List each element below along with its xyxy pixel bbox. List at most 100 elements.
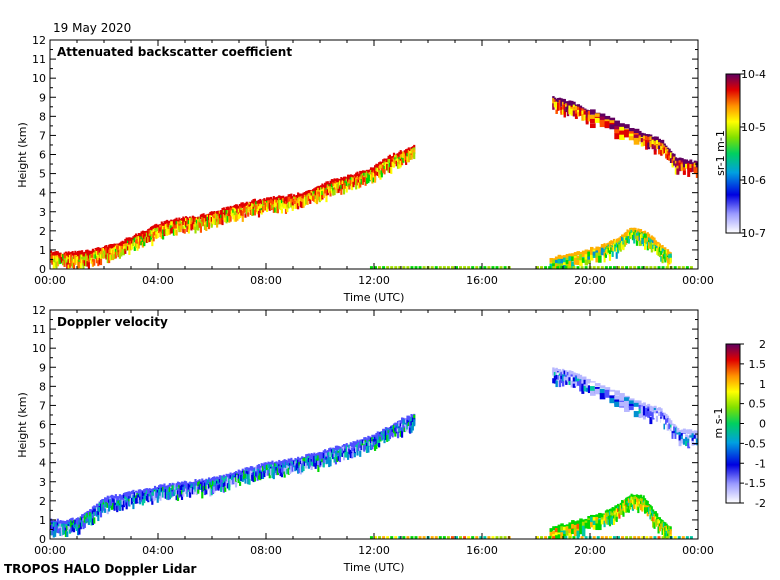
doppler-surface-cell	[503, 536, 507, 539]
backscatter-cell	[174, 225, 177, 230]
doppler-cell	[171, 491, 174, 497]
backscatter-cell	[329, 180, 332, 188]
doppler-cell	[587, 378, 591, 386]
backscatter-y-tick-label: 8	[39, 110, 46, 123]
backscatter-cell	[351, 176, 354, 184]
backscatter-cell	[263, 204, 266, 211]
backscatter-cell	[376, 171, 379, 176]
doppler-cell	[662, 522, 666, 528]
backscatter-cell	[183, 228, 186, 234]
backscatter-cell	[349, 174, 352, 180]
backscatter-cell	[82, 263, 85, 269]
doppler-cell	[159, 492, 162, 498]
doppler-cell	[355, 446, 358, 452]
backscatter-cell	[155, 234, 158, 239]
doppler-cell	[401, 427, 404, 434]
backscatter-cell	[228, 211, 231, 218]
doppler-cell	[563, 526, 567, 533]
backscatter-surface-cell	[604, 266, 608, 269]
doppler-cell	[122, 501, 126, 508]
backscatter-cell	[225, 217, 228, 224]
backscatter-cell	[301, 201, 304, 209]
backscatter-cell	[639, 234, 643, 242]
doppler-cell	[401, 430, 404, 438]
backscatter-cell	[74, 254, 77, 260]
backscatter-y-tick-label: 1	[39, 244, 46, 257]
backscatter-surface-cell	[402, 266, 406, 269]
backscatter-cell	[374, 169, 377, 175]
backscatter-cell	[133, 243, 136, 249]
doppler-cell	[626, 502, 629, 508]
backscatter-cell	[193, 224, 196, 230]
backscatter-cell	[87, 258, 90, 263]
doppler-surface-cell	[479, 536, 483, 539]
backscatter-cell	[571, 256, 575, 262]
backscatter-cell	[168, 224, 171, 232]
doppler-cell	[305, 454, 308, 459]
backscatter-cell	[325, 189, 328, 197]
doppler-surface-cell	[604, 536, 608, 539]
doppler-cell	[62, 520, 65, 526]
doppler-cell	[252, 475, 255, 483]
backscatter-cell	[345, 186, 348, 193]
doppler-colorbar	[725, 343, 741, 504]
backscatter-cell	[81, 254, 84, 260]
doppler-cell	[409, 427, 412, 434]
backscatter-cell	[648, 233, 651, 238]
backscatter-cell	[633, 137, 640, 145]
doppler-cell	[576, 530, 580, 537]
backscatter-cell	[603, 252, 606, 258]
backscatter-cell	[179, 225, 182, 233]
backscatter-cell	[168, 229, 171, 235]
backscatter-cell	[322, 188, 325, 194]
backscatter-cell	[71, 251, 74, 256]
doppler-cell	[202, 482, 205, 487]
backscatter-cell	[598, 246, 602, 253]
doppler-cell	[579, 374, 583, 382]
backscatter-cell	[320, 189, 323, 197]
doppler-cell	[668, 525, 671, 531]
doppler-cell	[611, 519, 614, 525]
backscatter-cell	[66, 252, 69, 259]
backscatter-cell	[610, 247, 613, 252]
backscatter-cell	[570, 100, 574, 108]
backscatter-cell	[203, 218, 207, 224]
doppler-cell	[587, 388, 591, 394]
doppler-cell	[598, 512, 602, 519]
doppler-cell	[283, 459, 286, 467]
doppler-cell	[384, 431, 387, 437]
backscatter-cell	[55, 261, 58, 269]
doppler-cell	[141, 491, 144, 497]
doppler-cell	[663, 415, 666, 422]
backscatter-cell	[170, 221, 173, 228]
doppler-cell	[375, 438, 378, 444]
backscatter-cell	[260, 204, 263, 211]
backscatter-cell	[72, 255, 76, 262]
doppler-cell	[674, 427, 678, 435]
backscatter-surface-cell	[495, 266, 499, 269]
doppler-cell	[321, 453, 324, 460]
doppler-cell	[297, 456, 300, 463]
doppler-cell	[294, 461, 297, 466]
backscatter-cell	[635, 232, 639, 239]
doppler-cell	[409, 419, 412, 425]
doppler-cell	[67, 525, 70, 532]
doppler-cell	[590, 386, 596, 393]
doppler-cell	[237, 474, 240, 480]
backscatter-cell	[166, 231, 169, 236]
backscatter-cell	[244, 202, 247, 210]
doppler-cell	[649, 514, 652, 520]
doppler-cell	[175, 483, 178, 488]
doppler-cell	[678, 435, 682, 442]
backscatter-surface-cell	[434, 266, 438, 269]
doppler-cell	[640, 406, 644, 412]
backscatter-cell	[78, 261, 81, 269]
backscatter-y-tick-label: 6	[39, 149, 46, 162]
backscatter-cell	[344, 182, 347, 189]
doppler-cell	[676, 439, 680, 444]
doppler-cell	[83, 522, 86, 528]
backscatter-cell	[94, 254, 97, 259]
backscatter-cell	[251, 200, 254, 206]
doppler-cell	[121, 504, 124, 511]
backscatter-cell	[374, 176, 377, 183]
